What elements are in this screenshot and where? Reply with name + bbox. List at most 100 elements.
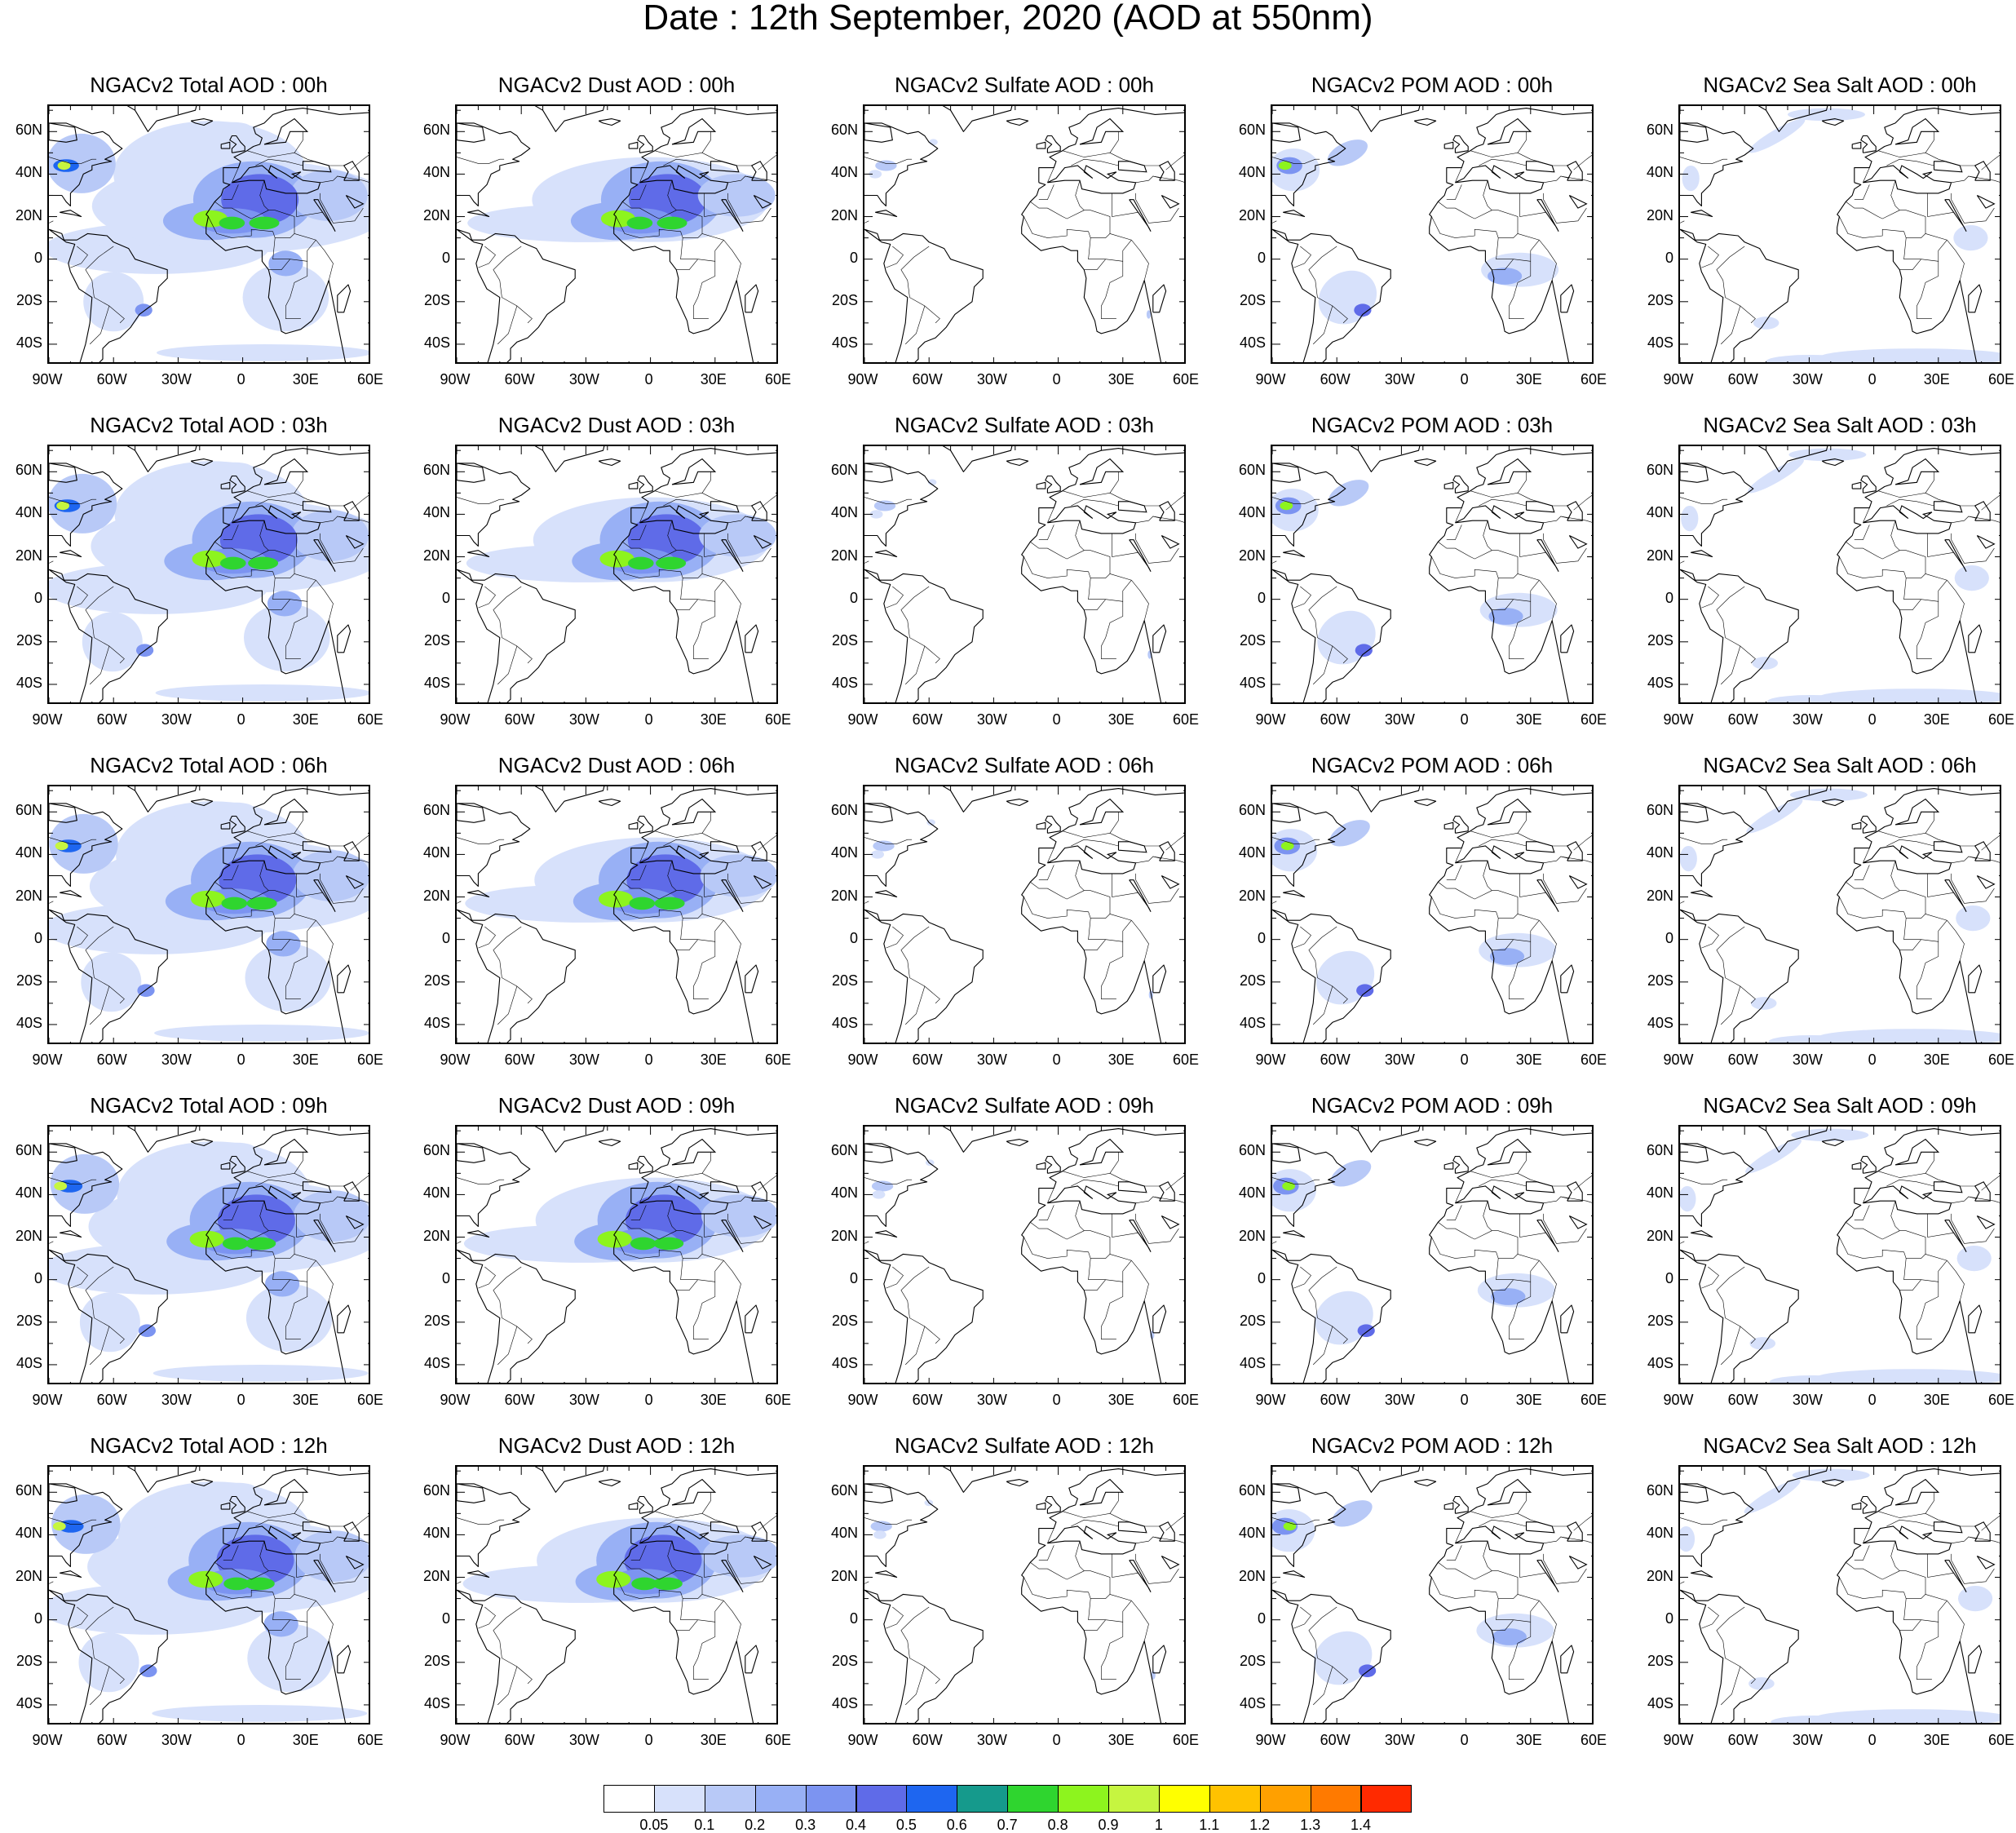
country-border [1951, 1553, 1995, 1584]
lat-tick-label: 40S [423, 1694, 450, 1711]
country-border [639, 1188, 647, 1203]
country-border [1968, 175, 2000, 183]
coastline-greenland [942, 106, 1013, 132]
aod-plume [1314, 1631, 1373, 1685]
coastline-cuba [875, 550, 898, 558]
coastline-namerica [1680, 803, 1754, 888]
coastline-britain [1045, 475, 1061, 494]
country-border [1312, 1666, 1333, 1706]
inland-sea-outline [1161, 875, 1180, 889]
coastline-namerica [457, 1483, 531, 1568]
lat-tick-label: 40S [1647, 1014, 1673, 1031]
aod-plume [54, 1181, 68, 1191]
lat-tick-label: 20S [1239, 1652, 1266, 1669]
country-border [294, 1254, 334, 1301]
aod-plume [1767, 695, 1854, 702]
country-border [1543, 856, 1570, 864]
country-border [49, 157, 97, 164]
country-border [1122, 1601, 1132, 1623]
aod-plume [873, 840, 895, 852]
aod-plume [1817, 1029, 2000, 1043]
aod-map [49, 786, 369, 1043]
country-border [350, 1175, 369, 1191]
country-border [1543, 1213, 1587, 1244]
coastline-cuba [467, 210, 490, 218]
map-panel-total [47, 1125, 370, 1384]
country-border [1951, 1196, 1978, 1204]
colorbar-label: 0.05 [639, 1817, 669, 1833]
country-border [49, 1581, 54, 1584]
coastline-iceland [190, 1139, 214, 1147]
lon-tick-label: 30W [976, 371, 1007, 387]
coastline-namerica [1272, 1483, 1346, 1568]
country-border [1519, 1213, 1546, 1237]
country-border [1483, 1201, 1492, 1231]
aod-plume [1681, 506, 1699, 532]
coastline-britain [1452, 1155, 1469, 1174]
coastline-afreurasia [1429, 448, 1592, 702]
country-border [1839, 1222, 1926, 1259]
country-border [630, 1545, 647, 1561]
inland-sea-outline [639, 505, 729, 534]
inland-sea-outline [1566, 501, 1583, 521]
lat-tick-label: 0 [33, 249, 42, 266]
coastline-afreurasia [1021, 1468, 1184, 1723]
lon-tick-label: 90W [1255, 1392, 1286, 1408]
coastline-iceland [1821, 118, 1845, 126]
aod-plume [244, 1577, 275, 1591]
inland-sea-outline [1536, 539, 1559, 573]
inland-sea-outline [1487, 1478, 1532, 1506]
country-border [639, 167, 647, 183]
lat-tick-label: 40S [831, 334, 858, 351]
country-border [255, 1519, 303, 1527]
country-border [70, 586, 88, 609]
aod-plume [152, 1705, 368, 1722]
lat-tick-label: 0 [1257, 1269, 1266, 1286]
aod-plume [1315, 950, 1375, 1005]
lat-tick-label: 40N [1238, 844, 1266, 861]
aod-plume [1746, 799, 1803, 834]
aod-plume [870, 1521, 892, 1532]
country-border [1720, 1326, 1741, 1366]
country-border [268, 1279, 290, 1291]
country-border [1047, 1528, 1054, 1543]
inland-sea-outline [345, 875, 365, 889]
country-border [223, 1545, 239, 1561]
inland-sea-outline [1272, 1483, 1301, 1503]
lon-tick-label: 30W [568, 1052, 599, 1068]
lat-tick-label: 60N [1646, 1142, 1673, 1159]
lat-tick-label: 40S [423, 1354, 450, 1371]
country-border [1680, 901, 1685, 904]
lon-tick-label: 90W [1255, 1732, 1286, 1748]
country-border [900, 1606, 940, 1685]
lon-tick-label: 30W [161, 1392, 192, 1408]
country-border [1886, 158, 1934, 166]
lat-tick-label: 20N [1238, 887, 1266, 904]
country-border [1925, 1152, 1934, 1174]
coastline-ireland [220, 821, 231, 830]
tick-marks [457, 1127, 776, 1383]
country-border [1951, 1536, 1978, 1544]
country-border [663, 498, 711, 507]
country-border [1109, 472, 1119, 494]
aod-plume [1318, 270, 1377, 325]
country-border [1293, 1266, 1311, 1289]
inland-sea-outline [1933, 1521, 1963, 1534]
country-border [1109, 1254, 1149, 1301]
lat-tick-label: 0 [849, 249, 858, 266]
country-border [1899, 259, 1921, 270]
aod-plume [925, 1159, 935, 1167]
country-border [1165, 154, 1184, 170]
lat-tick-label: 40S [1647, 674, 1673, 691]
inland-sea-outline [750, 1521, 767, 1542]
country-border [1135, 1553, 1179, 1584]
aod-plume [1749, 1337, 1776, 1350]
tick-marks [1680, 106, 2000, 362]
country-border [630, 525, 647, 540]
coastline-samerica [457, 569, 576, 702]
tick-marks [1680, 786, 2000, 1043]
country-border [268, 599, 290, 610]
country-border [296, 193, 323, 217]
country-border [497, 1666, 518, 1706]
country-border [1899, 939, 1921, 950]
